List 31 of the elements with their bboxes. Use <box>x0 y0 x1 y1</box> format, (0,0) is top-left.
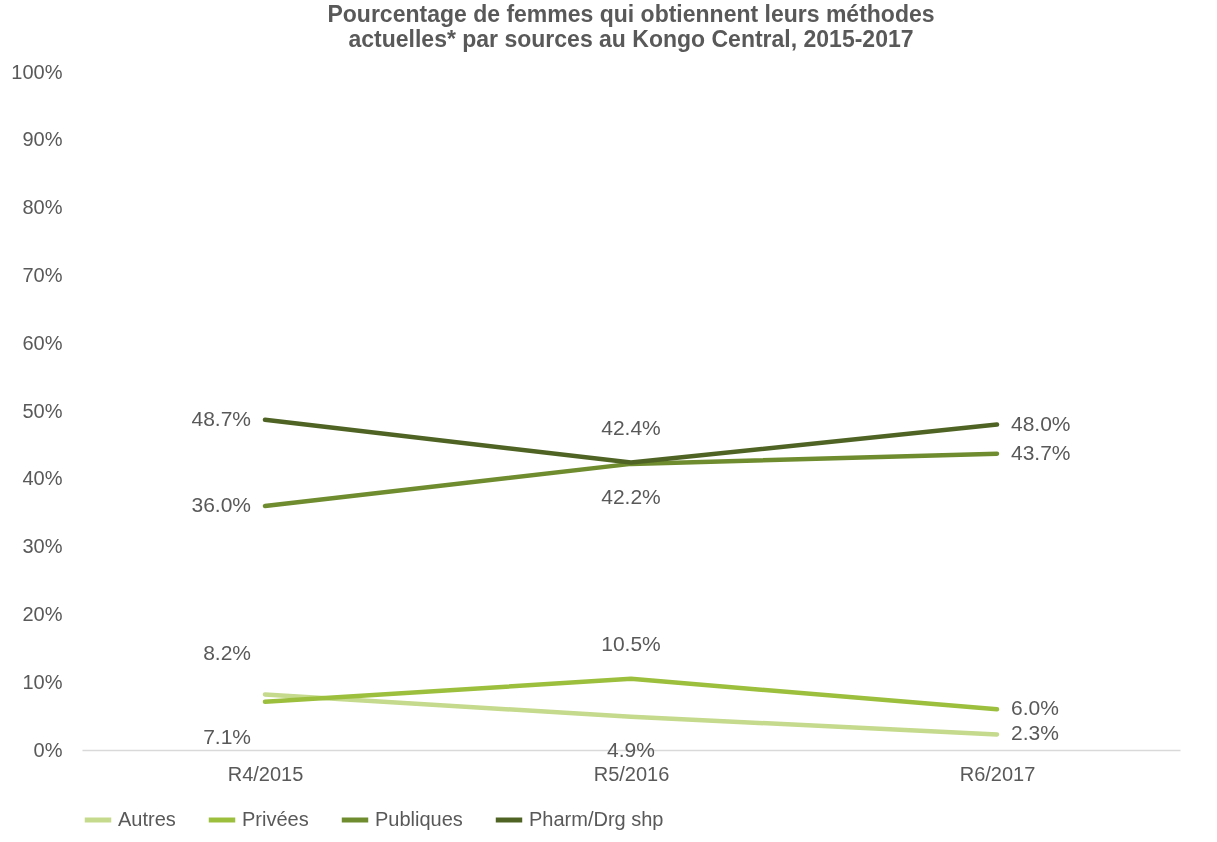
y-tick-label: 10% <box>22 670 63 693</box>
y-tick-label: 80% <box>22 196 63 219</box>
chart-title: Pourcentage de femmes qui obtiennent leurs méthodes actuelles* par sources au Kongo Central, 2015-2017 <box>327 1 935 52</box>
y-tick-label: 20% <box>22 602 63 625</box>
y-tick-label: 70% <box>22 263 63 286</box>
y-tick-label: 60% <box>22 331 63 354</box>
legend-label: Autres <box>118 808 176 830</box>
x-tick-label: R5/2016 <box>593 762 670 785</box>
data-label: 43.7% <box>1011 440 1071 464</box>
data-label: 10.5% <box>601 631 661 655</box>
data-label: 48.0% <box>1011 411 1071 435</box>
data-label: 42.4% <box>601 415 661 439</box>
y-tick-label: 40% <box>22 467 63 490</box>
x-tick-label: R4/2015 <box>227 762 304 785</box>
y-tick-label: 100% <box>11 60 63 83</box>
data-label: 8.2% <box>203 641 251 665</box>
y-tick-label: 50% <box>22 399 63 422</box>
data-label: 7.1% <box>203 724 251 748</box>
y-tick-label: 30% <box>22 535 63 558</box>
y-tick-label: 0% <box>33 738 63 761</box>
data-label: 6.0% <box>1011 696 1059 720</box>
legend-label: Publiques <box>375 808 463 830</box>
data-label: 36.0% <box>191 492 251 516</box>
legend-label: Pharm/Drg shp <box>529 808 664 830</box>
legend-label: Privées <box>242 808 309 830</box>
x-tick-label: R6/2017 <box>959 762 1036 785</box>
data-label: 4.9% <box>607 737 655 761</box>
y-tick-label: 90% <box>22 128 63 151</box>
data-label: 42.2% <box>601 484 661 508</box>
data-label: 48.7% <box>191 406 251 430</box>
data-label: 2.3% <box>1011 721 1059 745</box>
